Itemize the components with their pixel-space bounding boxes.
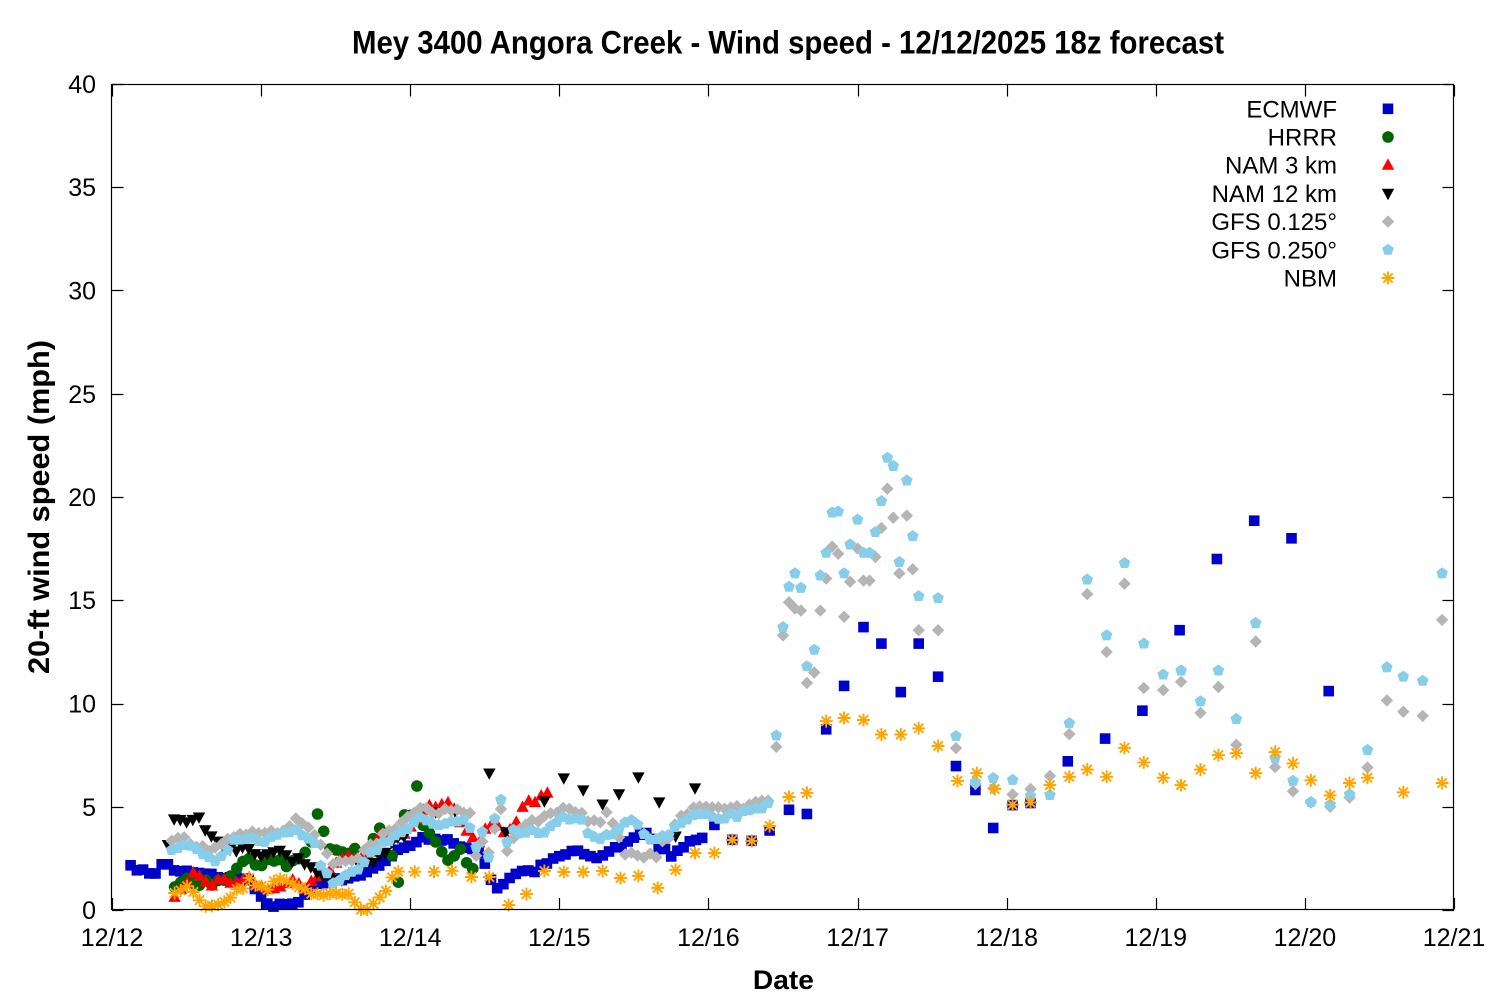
svg-text:12/13: 12/13 bbox=[230, 924, 293, 952]
svg-text:35: 35 bbox=[68, 174, 96, 202]
svg-text:NAM 3 km: NAM 3 km bbox=[1225, 153, 1337, 180]
svg-text:12/20: 12/20 bbox=[1274, 924, 1337, 952]
svg-text:15: 15 bbox=[68, 587, 96, 615]
svg-text:0: 0 bbox=[82, 897, 96, 925]
svg-text:GFS 0.125°: GFS 0.125° bbox=[1211, 209, 1337, 236]
svg-text:12/18: 12/18 bbox=[975, 924, 1038, 952]
svg-text:Date: Date bbox=[753, 965, 814, 995]
svg-text:12/12: 12/12 bbox=[81, 924, 144, 952]
svg-text:12/14: 12/14 bbox=[379, 924, 442, 952]
svg-text:NBM: NBM bbox=[1284, 266, 1337, 293]
svg-text:12/19: 12/19 bbox=[1125, 924, 1188, 952]
svg-text:HRRR: HRRR bbox=[1268, 125, 1337, 152]
svg-text:25: 25 bbox=[68, 381, 96, 409]
svg-text:12/21: 12/21 bbox=[1423, 924, 1486, 952]
svg-text:30: 30 bbox=[68, 278, 96, 306]
svg-text:5: 5 bbox=[82, 794, 96, 822]
svg-text:Mey 3400 Angora Creek - Wind s: Mey 3400 Angora Creek - Wind speed - 12/… bbox=[352, 25, 1224, 61]
svg-text:40: 40 bbox=[68, 71, 96, 99]
svg-text:12/16: 12/16 bbox=[677, 924, 740, 952]
svg-text:ECMWF: ECMWF bbox=[1246, 96, 1337, 123]
svg-text:10: 10 bbox=[68, 691, 96, 719]
svg-text:12/17: 12/17 bbox=[826, 924, 889, 952]
svg-text:12/15: 12/15 bbox=[528, 924, 591, 952]
svg-text:NAM 12 km: NAM 12 km bbox=[1212, 181, 1337, 208]
svg-text:20: 20 bbox=[68, 484, 96, 512]
svg-text:GFS 0.250°: GFS 0.250° bbox=[1211, 237, 1337, 264]
svg-text:20-ft wind speed (mph): 20-ft wind speed (mph) bbox=[23, 340, 56, 674]
